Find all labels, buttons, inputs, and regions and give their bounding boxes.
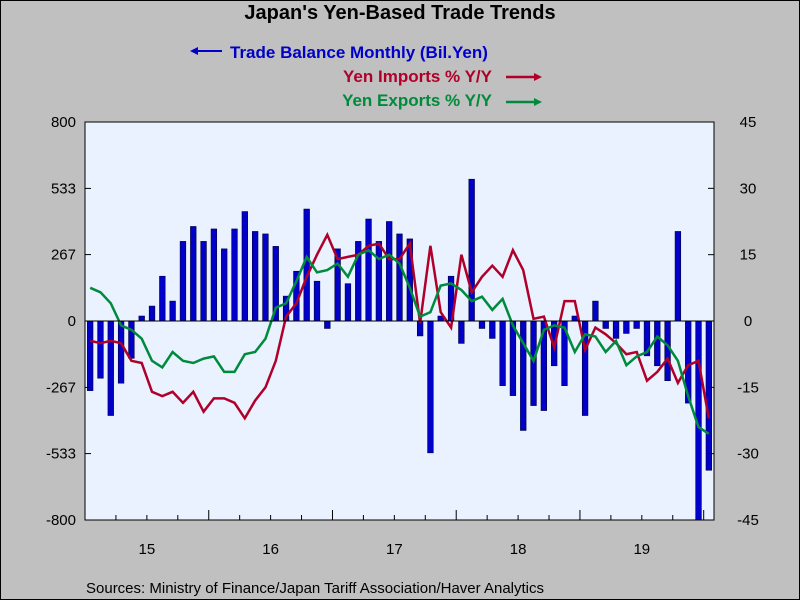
balance-bar (324, 320, 331, 329)
balance-bar (489, 320, 496, 339)
balance-bar (262, 233, 269, 322)
balance-bar (623, 320, 630, 334)
balance-bar (97, 320, 104, 379)
left-tick-label: -533 (46, 446, 76, 463)
source-note: Sources: Ministry of Finance/Japan Tarif… (86, 580, 544, 597)
balance-bar (117, 320, 125, 384)
balance-bar (107, 320, 114, 416)
balance-bar (241, 211, 248, 322)
legend-imports-arrow-icon (534, 73, 542, 81)
balance-bar (674, 231, 682, 322)
x-tick-label: 18 (510, 541, 527, 558)
balance-bar (664, 320, 671, 382)
balance-bar (509, 320, 517, 396)
left-tick-label: -800 (46, 512, 76, 529)
balance-bar (427, 320, 434, 454)
legend: Trade Balance Monthly (Bil.Yen) Yen Impo… (190, 43, 542, 110)
legend-balance-label: Trade Balance Monthly (Bil.Yen) (230, 43, 488, 62)
balance-bar (221, 248, 228, 322)
balance-bar (602, 320, 609, 329)
balance-bar (478, 320, 486, 329)
right-tick-label: -45 (737, 512, 759, 529)
balance-bar (200, 241, 207, 322)
x-tick-label: 19 (633, 541, 650, 558)
balance-bar (344, 283, 352, 322)
balance-bar (138, 315, 145, 322)
balance-bar (303, 208, 310, 322)
left-tick-label: 533 (51, 180, 76, 197)
balance-bar (252, 231, 259, 322)
right-tick-label: 30 (740, 180, 757, 197)
balance-bar (169, 300, 176, 322)
balance-bar (128, 320, 135, 359)
imports-line (89, 231, 711, 421)
balance-bar (386, 221, 393, 322)
balance-bar (210, 228, 218, 322)
balance-bar (375, 241, 383, 322)
right-tick-label: 0 (744, 313, 752, 330)
balance-bar (458, 320, 465, 344)
legend-balance-arrow-icon (190, 47, 198, 55)
chart-title: Japan's Yen-Based Trade Trends (244, 2, 555, 24)
balance-bar (313, 280, 321, 322)
balance-bar (654, 320, 661, 367)
balance-bar (592, 300, 599, 322)
right-axis: 45 30 15 0 -15 -30 -45 (708, 114, 759, 529)
balance-bar (148, 305, 156, 322)
balance-bar (365, 218, 372, 322)
balance-bar (499, 320, 506, 386)
x-tick-label: 15 (139, 541, 156, 558)
right-tick-label: 15 (740, 247, 757, 264)
right-tick-label: -15 (737, 379, 759, 396)
balance-bar (571, 315, 578, 322)
left-tick-label: 800 (51, 114, 76, 131)
x-tick-label: 17 (386, 541, 403, 558)
balance-bar (179, 241, 187, 322)
left-axis: 800 533 267 0 -267 -533 -800 (46, 114, 91, 529)
balance-bar (633, 320, 640, 329)
balance-bar (87, 320, 94, 391)
balance-bar (190, 226, 197, 322)
balance-bar (612, 320, 620, 339)
right-tick-label: -30 (737, 446, 759, 463)
legend-exports-label: Yen Exports % Y/Y (342, 91, 493, 110)
left-tick-label: 0 (68, 313, 76, 330)
balance-bar (159, 275, 166, 322)
x-tick-label: 16 (262, 541, 279, 558)
right-tick-label: 45 (740, 114, 757, 131)
exports-line (89, 248, 710, 435)
legend-exports-arrow-icon (534, 98, 542, 106)
left-tick-label: 267 (51, 247, 76, 264)
x-axis: 15 16 17 18 19 (84, 510, 705, 558)
balance-bar (396, 233, 403, 322)
balance-bar (705, 320, 712, 471)
balance-bar (231, 228, 238, 322)
left-tick-label: -267 (46, 379, 76, 396)
legend-imports-label: Yen Imports % Y/Y (343, 67, 493, 86)
